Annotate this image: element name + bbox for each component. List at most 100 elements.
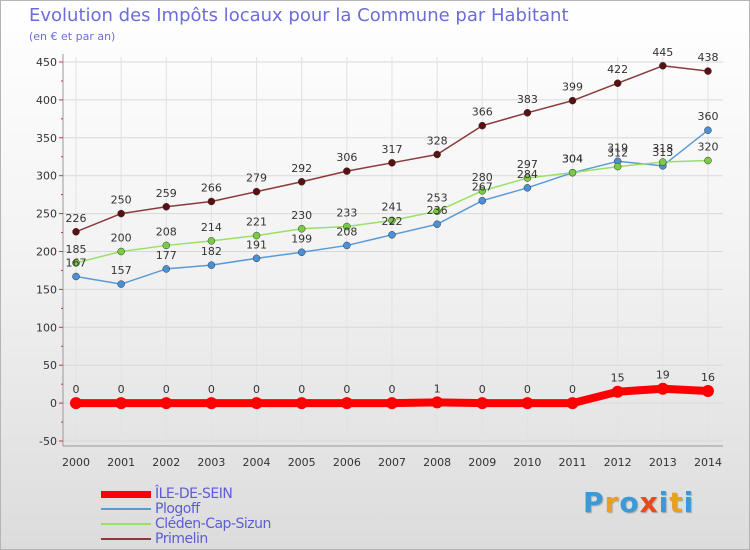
y-tick-label: 350 <box>36 132 57 145</box>
data-point <box>433 150 441 159</box>
data-point <box>613 79 622 87</box>
data-label: 233 <box>336 206 357 219</box>
data-point <box>343 241 351 250</box>
data-point <box>659 62 667 70</box>
legend-label: ÎLE-DE-SEIN <box>155 486 233 502</box>
legend-swatch <box>101 538 151 540</box>
legend-swatch <box>101 508 151 510</box>
data-point <box>521 397 534 410</box>
brand-letter: i <box>683 486 695 519</box>
data-label: 422 <box>607 63 628 76</box>
data-label: 236 <box>427 204 448 217</box>
data-point <box>207 261 216 269</box>
data-label: 318 <box>652 142 673 155</box>
data-label: 319 <box>607 141 628 154</box>
data-label: 222 <box>381 215 402 228</box>
data-label: 284 <box>517 168 538 181</box>
data-label: 360 <box>697 110 718 123</box>
data-label: 267 <box>472 181 493 194</box>
data-point <box>704 126 712 134</box>
data-label: 241 <box>381 200 402 213</box>
brand-letter: t <box>669 486 684 519</box>
data-label: 438 <box>697 51 718 64</box>
data-label: 366 <box>472 106 493 119</box>
data-point <box>431 396 444 409</box>
x-tick-label: 2012 <box>604 456 632 469</box>
data-label: 0 <box>298 383 305 396</box>
data-point <box>385 397 398 410</box>
x-tick-label: 2009 <box>468 456 496 469</box>
data-label: 208 <box>156 225 177 238</box>
data-label: 297 <box>517 158 538 171</box>
data-point <box>297 225 306 233</box>
data-point <box>250 397 263 410</box>
data-label: 317 <box>381 143 402 156</box>
data-label: 445 <box>652 46 673 59</box>
x-tick-label: 2000 <box>62 456 90 469</box>
data-point <box>162 241 171 250</box>
x-tick-label: 2005 <box>288 456 316 469</box>
data-point <box>613 162 622 171</box>
y-tick-label: 200 <box>36 246 57 259</box>
brand-letter: i <box>658 486 670 519</box>
data-point <box>478 187 487 195</box>
data-point <box>343 222 351 231</box>
data-label: 306 <box>336 151 357 164</box>
brand-letter: x <box>639 486 659 519</box>
data-point <box>388 216 396 225</box>
data-label: 266 <box>201 181 222 194</box>
brand-letter: P <box>583 486 605 519</box>
data-point <box>476 397 489 410</box>
data-label: 16 <box>701 371 715 384</box>
data-point <box>388 231 396 239</box>
x-tick-label: 2011 <box>559 456 587 469</box>
data-label: 0 <box>569 383 576 396</box>
data-label: 0 <box>118 383 125 396</box>
data-point <box>252 231 261 240</box>
data-label: 157 <box>111 264 132 277</box>
data-point <box>162 265 171 273</box>
data-point <box>295 397 308 410</box>
data-label: 312 <box>607 147 628 160</box>
data-point <box>566 397 579 410</box>
x-tick-label: 2007 <box>378 456 406 469</box>
data-point <box>205 397 218 410</box>
data-point <box>252 254 261 263</box>
data-label: 221 <box>246 216 267 229</box>
data-label: 200 <box>111 232 132 245</box>
data-label: 320 <box>697 141 718 154</box>
y-tick-label: 300 <box>36 170 57 183</box>
data-label: 0 <box>343 383 350 396</box>
data-point <box>704 156 712 165</box>
data-point <box>659 158 667 166</box>
data-label: 208 <box>336 225 357 238</box>
x-tick-label: 2006 <box>333 456 361 469</box>
data-point <box>70 397 82 410</box>
data-point <box>523 184 532 192</box>
chart-title: Evolution des Impôts locaux pour la Comm… <box>29 5 569 26</box>
data-point <box>388 159 396 167</box>
data-label: 304 <box>562 153 583 166</box>
data-label: 259 <box>156 187 177 200</box>
data-label: 214 <box>201 221 222 234</box>
data-label: 167 <box>66 257 87 270</box>
legend-label: Primelin <box>155 531 208 547</box>
data-point <box>207 197 216 206</box>
data-label: 0 <box>479 383 486 396</box>
x-tick-label: 2008 <box>423 456 451 469</box>
data-label: 199 <box>291 232 312 245</box>
data-label: 304 <box>562 153 583 166</box>
legend-swatch <box>101 491 151 498</box>
data-point <box>701 384 714 397</box>
data-point <box>162 203 171 211</box>
data-label: 250 <box>111 194 132 207</box>
y-tick-label: 50 <box>43 359 57 372</box>
data-point <box>343 167 351 175</box>
data-label: 191 <box>246 238 267 251</box>
data-point <box>72 272 80 281</box>
data-point <box>252 187 261 196</box>
y-tick-label: 0 <box>50 397 57 410</box>
data-point <box>478 196 487 205</box>
data-point <box>117 280 125 288</box>
